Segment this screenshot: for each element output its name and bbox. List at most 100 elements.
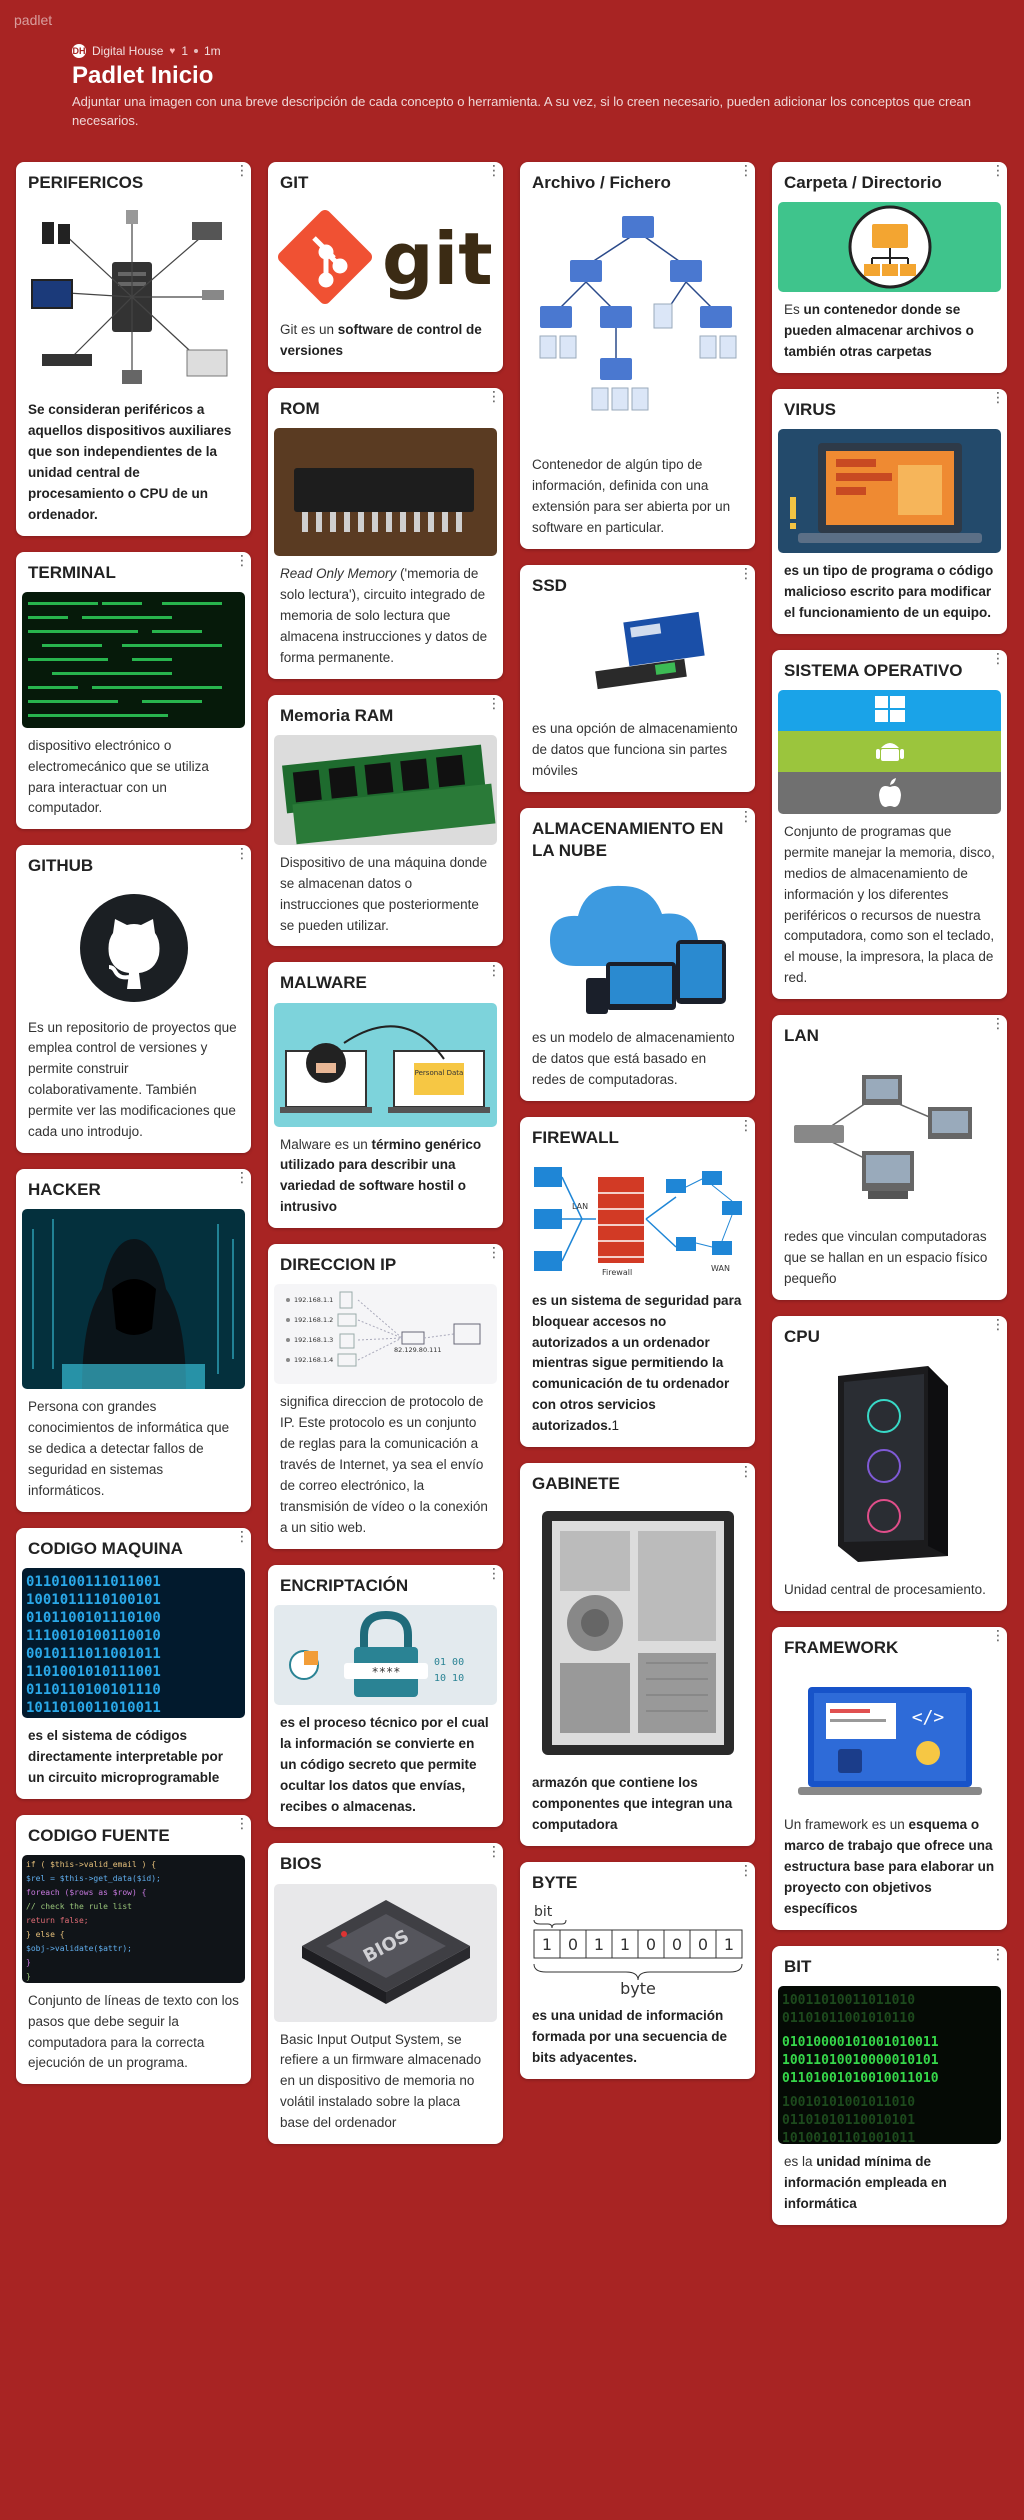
kebab-icon[interactable]: ⋮ <box>487 162 501 178</box>
post-carpeta[interactable]: Carpeta / Directorio ⋮ Es un contenedor … <box>772 162 1007 373</box>
framework-image: </> <box>778 1667 1001 1807</box>
post-body: Es un contenedor donde se pueden almacen… <box>784 302 974 359</box>
svg-text:}: } <box>26 1958 31 1967</box>
post-body: Git es un software de control de version… <box>280 322 482 359</box>
post-sistema-operativo[interactable]: SISTEMA OPERATIVO ⋮ Conjunto de programa… <box>772 649 1007 1000</box>
kebab-icon[interactable]: ⋮ <box>739 1862 753 1878</box>
bit-cell <box>611 1929 639 1959</box>
kebab-icon[interactable]: ⋮ <box>739 162 753 178</box>
kebab-icon[interactable]: ⋮ <box>487 1244 501 1261</box>
kebab-icon[interactable]: ⋮ <box>991 1316 1005 1333</box>
kebab-icon[interactable]: ⋮ <box>739 1116 753 1133</box>
kebab-icon[interactable]: ⋮ <box>991 1627 1005 1644</box>
kebab-icon[interactable]: ⋮ <box>991 649 1005 666</box>
post-perifericos[interactable]: PERIFERICOS ⋮ Se c <box>16 162 251 536</box>
kebab-icon[interactable]: ⋮ <box>739 1463 753 1480</box>
kebab-icon[interactable]: ⋮ <box>991 1015 1005 1032</box>
post-title: CODIGO MAQUINA <box>28 1538 183 1558</box>
bit-value: 1 <box>542 1935 552 1954</box>
svg-text:192.168.1.3: 192.168.1.3 <box>294 1336 333 1344</box>
post-body: Unidad central de procesamiento. <box>784 1582 986 1598</box>
post-title: SISTEMA OPERATIVO <box>784 660 963 680</box>
post-git[interactable]: GIT ⋮ git Git es un software de control … <box>268 162 503 372</box>
svg-text:10010101001011010: 10010101001011010 <box>782 2095 915 2110</box>
github-logo <box>22 886 245 1010</box>
post-archivo[interactable]: Archivo / Fichero ⋮ <box>520 162 755 549</box>
post-body: es una opción de almacenamiento de datos… <box>532 720 738 778</box>
post-encriptacion[interactable]: ENCRIPTACIÓN ⋮ **** 01 00 10 10 es el pro… <box>268 1564 503 1828</box>
post-codigo-fuente[interactable]: CODIGO FUENTE ⋮ if ( $this->valid_email … <box>16 1814 251 2085</box>
kebab-icon[interactable]: ⋮ <box>739 807 753 824</box>
author-avatar[interactable]: DH <box>72 44 86 58</box>
post-title: CODIGO FUENTE <box>28 1825 170 1845</box>
post-terminal[interactable]: TERMINAL ⋮ dispositivo electrónico o ele… <box>16 551 251 830</box>
svg-text:// check the rule list: // check the rule list <box>26 1902 132 1911</box>
kebab-icon[interactable]: ⋮ <box>487 387 501 404</box>
post-bit[interactable]: BIT ⋮ 10011010011011010 0110101100101011… <box>772 1945 1007 2225</box>
bit-value: 1 <box>594 1935 604 1954</box>
post-body: Malware es un término genérico utilizado… <box>280 1136 482 1215</box>
ssd-image <box>526 605 749 711</box>
padlet-logo[interactable]: padlet <box>14 12 53 28</box>
kebab-icon[interactable]: ⋮ <box>487 1843 501 1860</box>
hacker-image <box>22 1209 245 1390</box>
svg-text:10100101101001011: 10100101101001011 <box>782 2131 915 2144</box>
kebab-icon[interactable]: ⋮ <box>739 564 753 581</box>
kebab-icon[interactable]: ⋮ <box>991 388 1005 405</box>
kebab-icon[interactable]: ⋮ <box>235 1814 249 1831</box>
kebab-icon[interactable]: ⋮ <box>235 1169 249 1186</box>
post-ssd[interactable]: SSD ⋮ es una opción de almacenamiento de… <box>520 564 755 792</box>
apple-logo <box>778 771 1001 814</box>
post-ram[interactable]: Memoria RAM ⋮ Dispositivo de una máquina… <box>268 694 503 947</box>
svg-text:if ( $this->valid_email ) {: if ( $this->valid_email ) { <box>26 1860 156 1869</box>
bit-value: 1 <box>724 1935 734 1954</box>
kebab-icon[interactable]: ⋮ <box>991 162 1005 178</box>
svg-text:0101100101110100: 0101100101110100 <box>26 1610 161 1626</box>
post-body: es el sistema de códigos directamente in… <box>28 1727 224 1785</box>
kebab-icon[interactable]: ⋮ <box>235 845 249 862</box>
svg-text:0110100111011001: 0110100111011001 <box>26 1574 161 1590</box>
svg-text:1101001010111001: 1101001010111001 <box>26 1664 161 1680</box>
heart-icon[interactable]: ♥ <box>169 45 176 57</box>
board-title: Padlet Inicio <box>72 62 214 89</box>
malware-image: Personal Data <box>274 1002 497 1127</box>
post-bios[interactable]: BIOS ⋮ BIOS Basic Input Output System, s… <box>268 1843 503 2145</box>
post-framework[interactable]: FRAMEWORK ⋮ </> Un framework es un esque… <box>772 1627 1007 1930</box>
post-title: HACKER <box>28 1180 101 1200</box>
kebab-icon[interactable]: ⋮ <box>235 1527 249 1544</box>
separator-dot <box>194 49 198 53</box>
windows-logo <box>778 689 1001 731</box>
bit-value: 0 <box>672 1935 682 1954</box>
post-malware[interactable]: MALWARE ⋮ Personal Data Malware es un té… <box>268 962 503 1229</box>
post-rom[interactable]: ROM ⋮ Read Only Memory ('memoria de solo… <box>268 387 503 679</box>
kebab-icon[interactable]: ⋮ <box>235 162 249 178</box>
kebab-icon[interactable]: ⋮ <box>991 1945 1005 1962</box>
post-codigo-maquina[interactable]: CODIGO MAQUINA ⋮ 0110100111011001 100101… <box>16 1527 251 1799</box>
lan-image <box>778 1055 1001 1219</box>
post-title: GABINETE <box>532 1474 620 1494</box>
kebab-icon[interactable]: ⋮ <box>487 962 501 979</box>
binary-code-image: 0110100111011001 1001011110100101 010110… <box>22 1567 245 1718</box>
post-direccion-ip[interactable]: DIRECCION IP ⋮ 192.168.1.1 192.168.1.2 1… <box>268 1244 503 1549</box>
post-cpu[interactable]: CPU ⋮ Unidad central de procesamiento. <box>772 1316 1007 1612</box>
post-gabinete[interactable]: GABINETE ⋮ armazón que contiene los comp… <box>520 1463 755 1846</box>
post-lan[interactable]: LAN ⋮ redes que vinculan computadoras qu… <box>772 1015 1007 1301</box>
svg-text:01101011001010110: 01101011001010110 <box>782 2011 915 2026</box>
kebab-icon[interactable]: ⋮ <box>487 1564 501 1581</box>
post-hacker[interactable]: HACKER ⋮ Persona con grandes conocimient… <box>16 1169 251 1512</box>
post-title: ROM <box>280 398 320 418</box>
post-virus[interactable]: VIRUS ⋮ es un tipo de programa o código … <box>772 388 1007 634</box>
svg-text:$obj->validate($attr);: $obj->validate($attr); <box>26 1944 132 1953</box>
post-firewall[interactable]: FIREWALL ⋮ LAN Firewall WAN es un sistem… <box>520 1116 755 1448</box>
post-nube[interactable]: ALMACENAMIENTO EN LA NUBE ⋮ es un modelo… <box>520 807 755 1101</box>
kebab-icon[interactable]: ⋮ <box>487 694 501 711</box>
android-logo <box>778 730 1001 772</box>
post-body: Dispositivo de una máquina donde se alma… <box>280 854 488 933</box>
kebab-icon[interactable]: ⋮ <box>235 551 249 568</box>
bit-cell <box>715 1929 743 1959</box>
board-header: DH Digital House ♥ 1 1m Padlet Inicio Ad… <box>72 44 984 131</box>
post-github[interactable]: GITHUB ⋮ Es un repositorio de proyectos … <box>16 845 251 1154</box>
author-name[interactable]: Digital House <box>92 44 164 58</box>
